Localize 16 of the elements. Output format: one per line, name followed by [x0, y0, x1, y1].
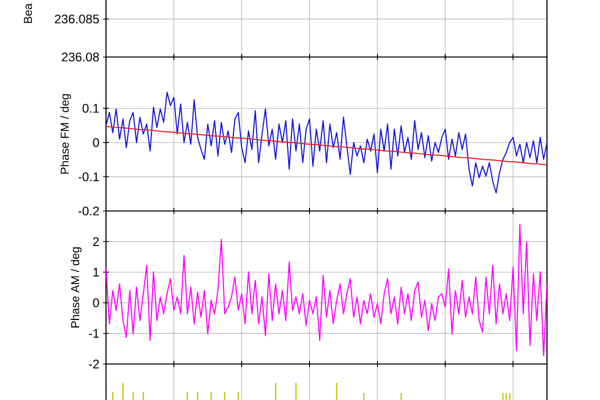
y-axis-title: Phase AM / deg	[70, 247, 82, 328]
y-axis-title: Phase FM / deg	[60, 94, 72, 174]
y-tick-label: -2	[88, 360, 99, 368]
line-series	[106, 92, 547, 194]
y-tick-label: -0.2	[78, 206, 99, 216]
y-tick-label: 236.08	[62, 52, 99, 62]
y-tick-label: 1	[93, 268, 99, 276]
y-tick-label: 0.1	[82, 104, 99, 113]
y-tick-label: 236.085	[54, 14, 99, 24]
y-tick-label: 2	[93, 237, 99, 246]
y-tick-label: 0	[93, 298, 99, 308]
y-tick-label: 0	[93, 138, 99, 147]
y-axis-title: Bea	[24, 3, 32, 23]
y-tick-label: -0.1	[78, 172, 99, 182]
line-series	[106, 224, 547, 356]
y-tick-label: -1	[88, 329, 99, 338]
